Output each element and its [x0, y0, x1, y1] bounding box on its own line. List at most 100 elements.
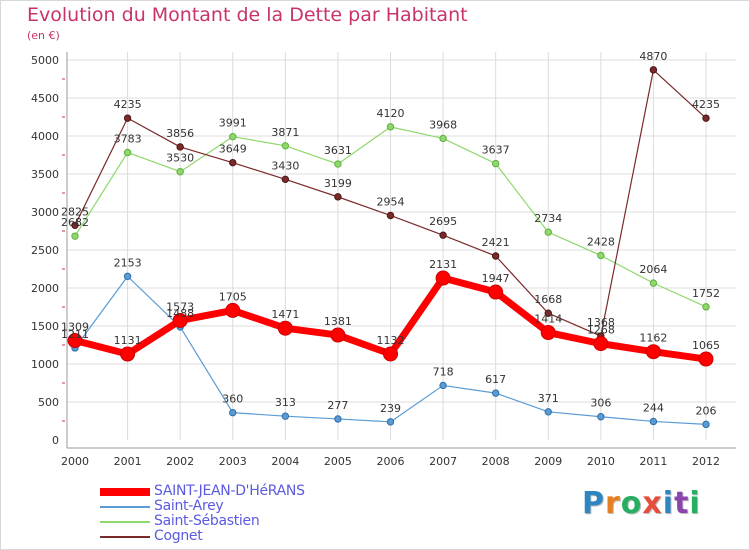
- data-label: 4870: [639, 50, 667, 63]
- data-label: 371: [538, 392, 559, 405]
- y-tick-label: 3500: [31, 168, 59, 181]
- x-tick-label: 2012: [692, 455, 720, 468]
- data-label: 1368: [587, 316, 615, 329]
- data-label: 360: [222, 393, 243, 406]
- data-point: [698, 351, 714, 367]
- data-point: [649, 279, 658, 287]
- x-tick-label: 2011: [639, 455, 667, 468]
- data-label: 3631: [324, 144, 352, 157]
- data-label: 1132: [377, 334, 405, 347]
- legend-label: Cognet: [154, 528, 203, 544]
- data-label: 1573: [166, 300, 194, 313]
- data-label: 1488: [166, 307, 194, 320]
- data-point: [597, 413, 605, 421]
- data-point: [702, 303, 710, 311]
- y-tick-label: 2000: [31, 282, 59, 295]
- data-point: [435, 270, 451, 286]
- y-tick-label: 500: [38, 396, 59, 409]
- data-point: [544, 408, 552, 416]
- logo-letter: i: [689, 486, 701, 521]
- data-label: 3991: [219, 117, 247, 130]
- data-point: [334, 415, 342, 423]
- data-point: [540, 325, 556, 341]
- data-label: 3530: [166, 152, 194, 165]
- data-point: [330, 327, 346, 343]
- y-tick-label: 0: [52, 434, 59, 447]
- data-point: [123, 114, 132, 122]
- data-point: [491, 389, 500, 397]
- data-label: 1381: [324, 315, 352, 328]
- data-point: [71, 221, 79, 230]
- data-label: 3637: [482, 144, 510, 157]
- data-point: [386, 418, 395, 426]
- data-point: [176, 168, 184, 176]
- series-2: [71, 123, 710, 311]
- data-label: 3649: [219, 143, 247, 156]
- axes: 0 500 1000 1500 2000 2500 3000 3500 4000 4500 5000…: [31, 52, 736, 468]
- data-point: [281, 175, 290, 184]
- y-tick-label: 1500: [31, 320, 59, 333]
- data-label: 277: [327, 399, 348, 412]
- data-point: [334, 193, 342, 201]
- y-tick-label: 1000: [31, 358, 59, 371]
- data-point: [67, 333, 83, 349]
- data-label: 1668: [534, 293, 562, 306]
- data-point: [491, 159, 500, 168]
- data-point: [593, 336, 609, 352]
- series-3: [71, 66, 710, 340]
- x-tick-label: 2010: [587, 455, 615, 468]
- x-tick-label: 2001: [114, 455, 142, 468]
- legend-swatch: [100, 536, 150, 538]
- data-point: [225, 302, 241, 318]
- x-tick-label: 2009: [534, 455, 562, 468]
- data-point: [281, 412, 290, 420]
- data-point: [544, 228, 552, 236]
- data-point: [597, 251, 605, 260]
- data-label: 4235: [114, 98, 142, 111]
- logo-letter: P: [582, 486, 605, 521]
- legend-label: Saint-Arey: [154, 498, 224, 514]
- data-label: 3856: [166, 127, 194, 140]
- x-tick-label: 2007: [429, 455, 457, 468]
- data-label: 2695: [429, 215, 457, 228]
- data-label: 2153: [114, 256, 142, 269]
- data-point: [229, 158, 237, 167]
- data-point: [229, 132, 237, 141]
- data-label: 206: [696, 404, 717, 417]
- data-point: [71, 232, 79, 240]
- data-point: [229, 408, 237, 417]
- data-point: [383, 346, 398, 362]
- data-point: [176, 143, 184, 151]
- data-labels: 1309 1131 1573 1705 1471 1381 1132 2131 1947 1414…: [61, 50, 720, 417]
- logo-letter: x: [642, 486, 663, 521]
- series-0: [67, 270, 714, 367]
- data-label: 4235: [692, 98, 720, 111]
- data-label: 1414: [534, 313, 562, 326]
- logo-letter: r: [605, 486, 621, 521]
- data-label: 2421: [482, 236, 510, 249]
- data-point: [386, 211, 395, 220]
- data-label: 313: [275, 396, 296, 409]
- data-label: 2131: [429, 258, 457, 271]
- y-tick-label: 3000: [31, 206, 59, 219]
- data-label: 1309: [61, 321, 89, 334]
- data-label: 1211: [61, 328, 89, 341]
- data-point: [334, 160, 342, 168]
- data-label: 1947: [482, 272, 510, 285]
- x-tick-label: 2003: [219, 455, 247, 468]
- data-label: 3783: [114, 132, 142, 145]
- data-label: 306: [590, 397, 611, 410]
- data-point: [702, 420, 710, 429]
- data-label: 3199: [324, 177, 352, 190]
- logo-letter: i: [662, 486, 675, 521]
- logo-letter: o: [620, 486, 643, 521]
- data-label: 2954: [377, 195, 405, 208]
- data-label: 1471: [271, 308, 299, 321]
- data-label: 1705: [219, 290, 247, 303]
- legend-swatch: [100, 506, 150, 508]
- data-point: [702, 114, 710, 122]
- legend-label: SAINT-JEAN-D'HéRANS: [154, 483, 305, 499]
- x-tick-label: 2006: [377, 455, 405, 468]
- data-label: 3430: [271, 159, 299, 172]
